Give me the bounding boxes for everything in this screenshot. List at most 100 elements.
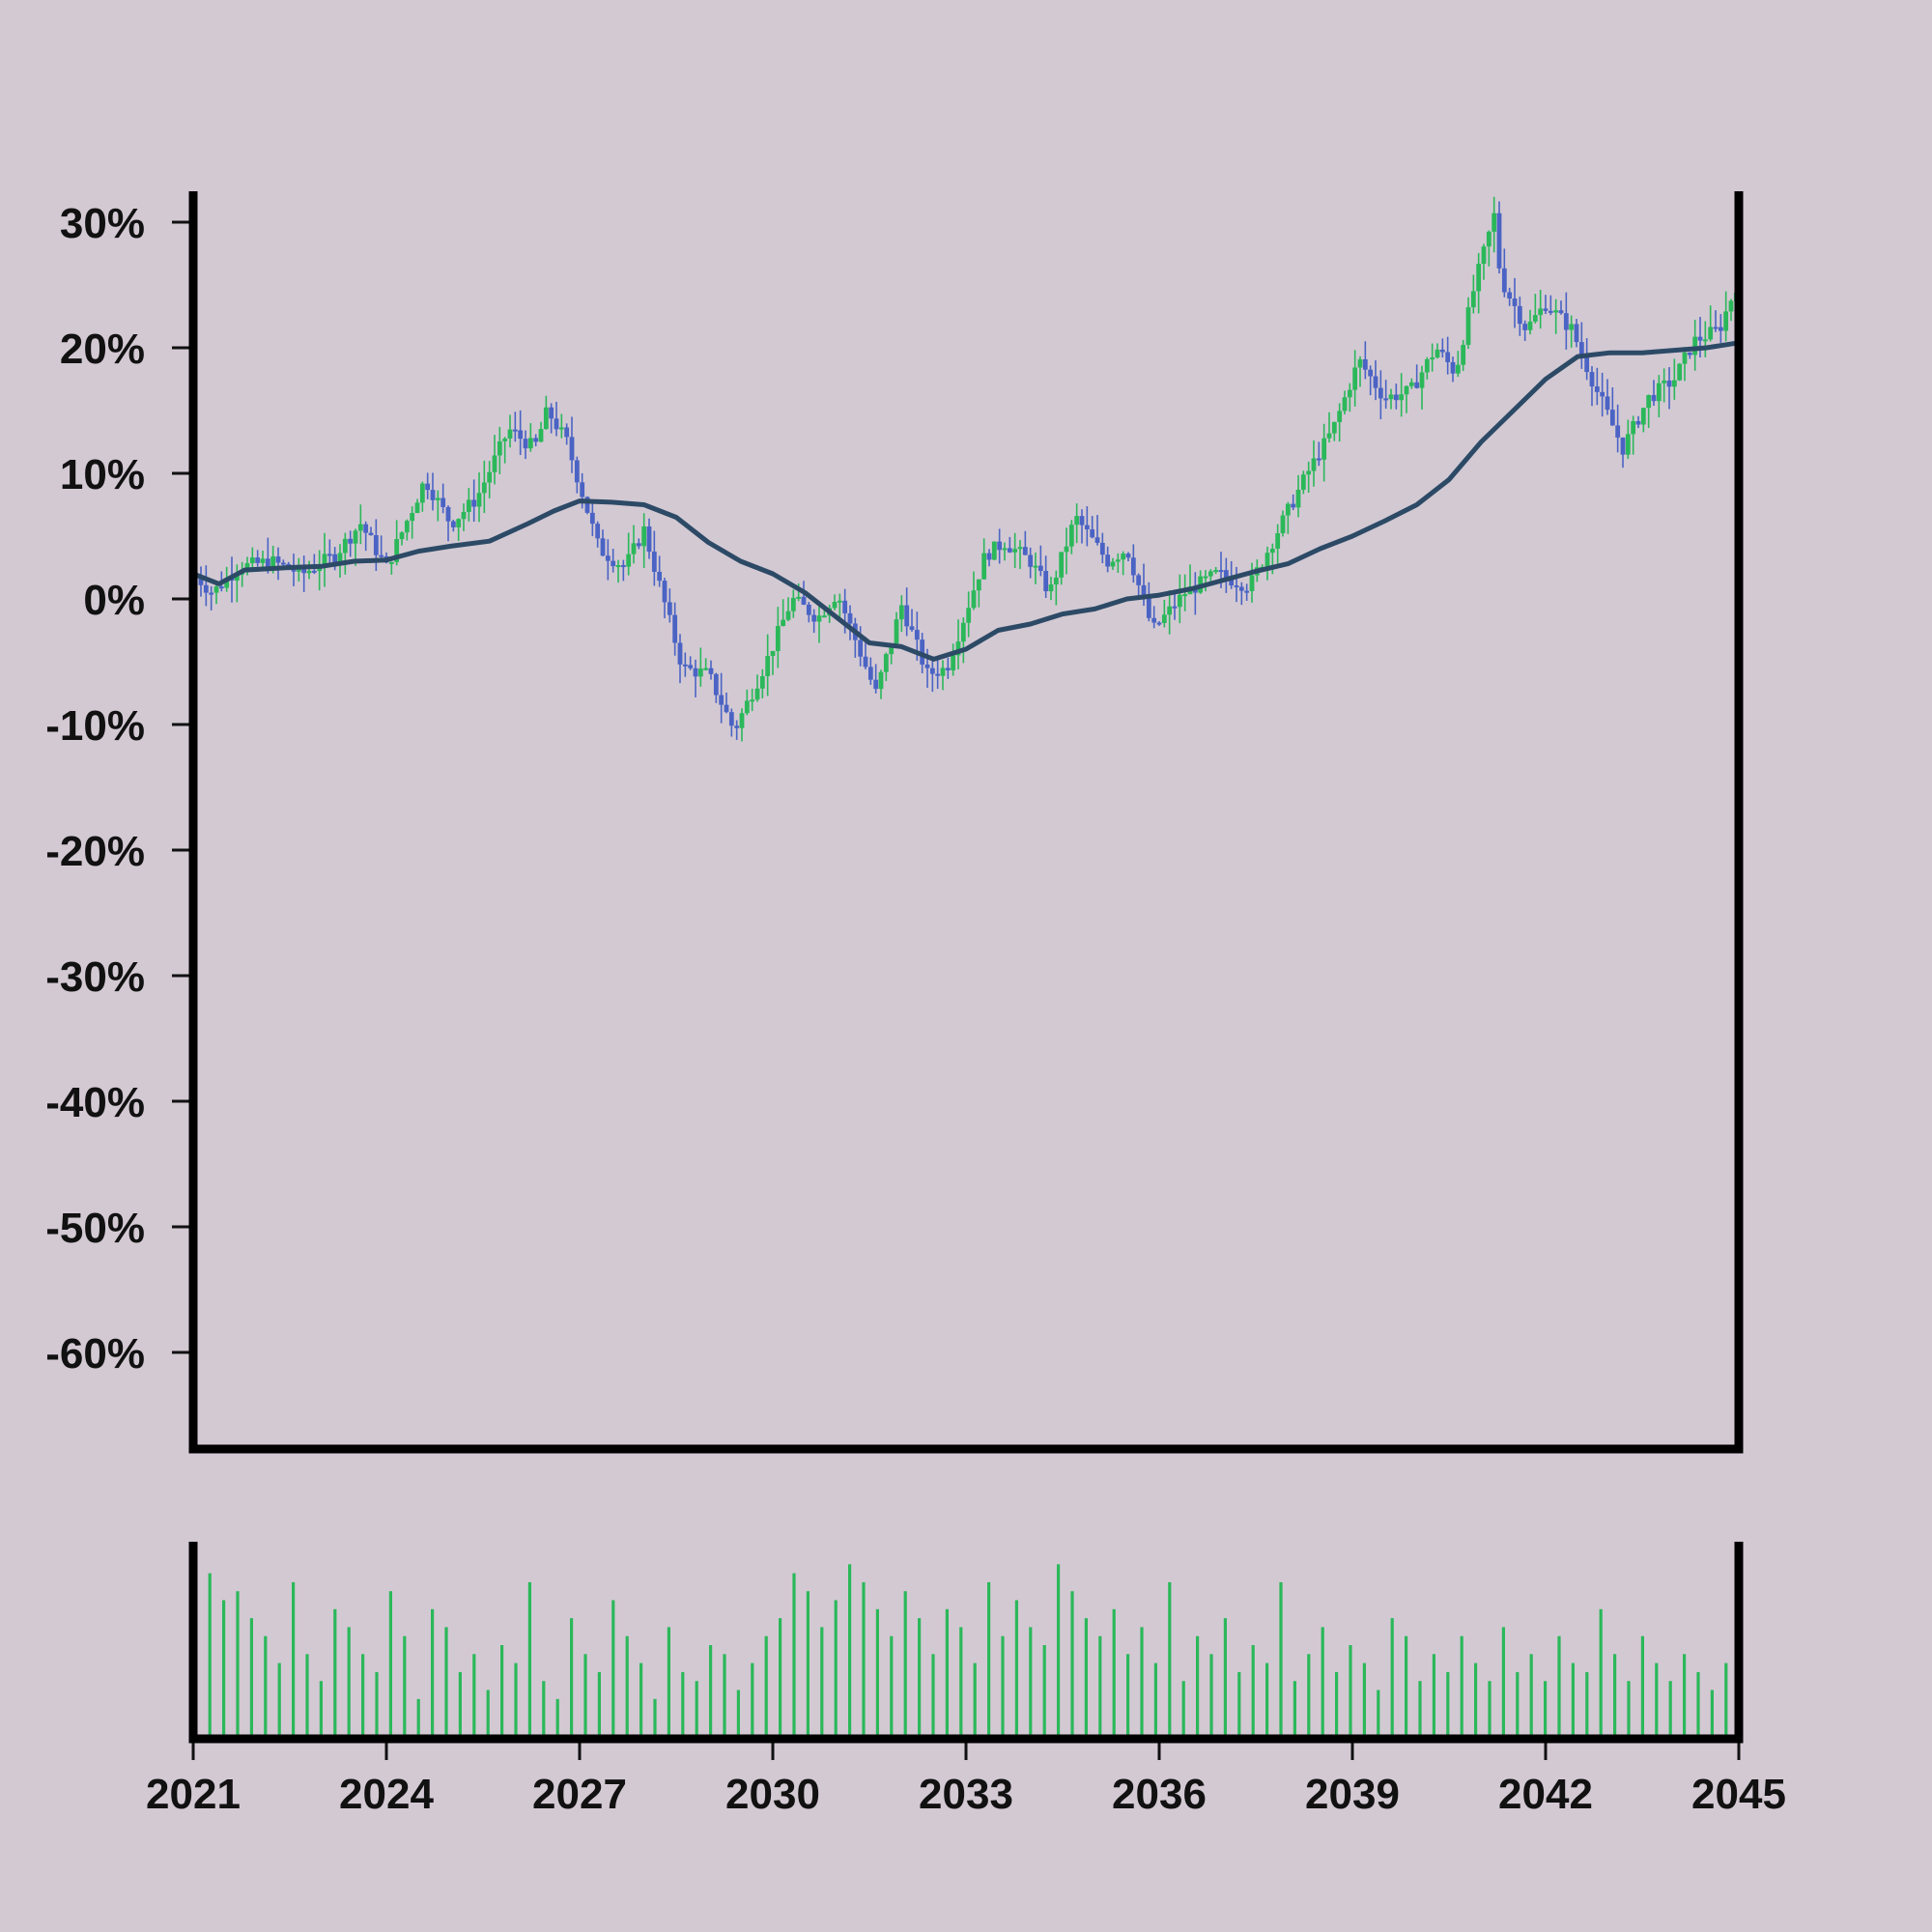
candle-body	[1007, 548, 1012, 553]
volume-bar	[236, 1591, 240, 1735]
candle-body	[811, 614, 817, 622]
candle-body	[1496, 213, 1502, 269]
candle-body	[951, 655, 956, 670]
volume-bar	[973, 1662, 977, 1735]
candle-body	[523, 439, 528, 449]
candle-body	[1079, 516, 1085, 526]
candle-body	[1620, 437, 1626, 455]
candle-body	[558, 427, 564, 430]
volume-bar	[1571, 1662, 1575, 1735]
volume-bar	[1362, 1662, 1366, 1735]
candle-body	[713, 673, 719, 696]
candle-body	[739, 713, 745, 728]
volume-bar	[1668, 1681, 1672, 1735]
candle-body	[1439, 349, 1445, 353]
candle-body	[863, 656, 868, 668]
candle-body	[1275, 533, 1281, 549]
candle-body	[1249, 575, 1255, 591]
volume-bar	[527, 1581, 531, 1735]
volume-bar	[277, 1662, 281, 1735]
candle-body	[595, 524, 601, 539]
candle-body	[1631, 420, 1636, 435]
candle-body	[306, 570, 312, 574]
price-panel-frame	[188, 191, 1744, 1454]
candle-body	[1115, 559, 1121, 562]
volume-bar	[319, 1681, 323, 1735]
candle-body	[1600, 391, 1605, 397]
candle-body	[1337, 411, 1343, 422]
volume-bar	[779, 1618, 782, 1735]
volume-bar	[1585, 1671, 1589, 1735]
candle-body	[1342, 397, 1348, 412]
candle-body	[821, 615, 827, 618]
candle-body	[260, 558, 266, 563]
candle-body	[976, 579, 981, 591]
candle-body	[929, 668, 935, 674]
candle-body	[1507, 292, 1513, 299]
candle-body	[1399, 394, 1405, 401]
candle-body	[1383, 398, 1389, 401]
candle-body	[1718, 327, 1723, 331]
volume-bar	[1349, 1645, 1352, 1735]
candle-body	[1605, 396, 1610, 411]
volume-bar	[514, 1662, 518, 1735]
candle-body	[1527, 321, 1533, 330]
candle-body	[497, 440, 502, 456]
candle-body	[213, 586, 219, 593]
candle-body	[883, 654, 889, 672]
y-tick-label: 0%	[83, 577, 145, 624]
candle-body	[1218, 570, 1224, 573]
candle-body	[543, 407, 549, 430]
candle-body	[399, 532, 405, 540]
candle-body	[353, 530, 358, 544]
candle-body	[1053, 577, 1059, 584]
candle-body	[538, 429, 544, 442]
volume-bar	[1335, 1671, 1339, 1735]
volume-bar	[1223, 1618, 1227, 1735]
candle-body	[1692, 336, 1698, 355]
candle-body	[291, 569, 297, 572]
candle-body	[708, 668, 714, 674]
candle-body	[471, 499, 477, 507]
volume-bar	[1168, 1581, 1172, 1735]
candle-body	[832, 602, 838, 609]
volume-bar	[820, 1627, 824, 1735]
volume-bar	[918, 1618, 922, 1735]
candle-body	[404, 521, 410, 533]
volume-panel-frame	[188, 1542, 1744, 1744]
volume-bar	[736, 1690, 740, 1735]
y-tick-label: 30%	[60, 200, 145, 247]
candle-body	[1357, 358, 1363, 368]
volume-bar	[1599, 1608, 1603, 1735]
volume-bar	[806, 1591, 810, 1735]
candle-body	[1522, 324, 1528, 330]
candle-body	[430, 490, 436, 500]
volume-bar	[1655, 1662, 1659, 1735]
x-tick-label: 2039	[1305, 1771, 1400, 1818]
x-tick-label: 2033	[919, 1771, 1013, 1818]
candle-body	[688, 665, 694, 668]
candle-body	[1558, 310, 1564, 314]
candle-body	[1671, 380, 1677, 387]
volume-bar	[1405, 1635, 1408, 1735]
x-tick-label: 2024	[339, 1771, 434, 1818]
volume-bar	[1181, 1681, 1185, 1735]
volume-bar	[416, 1698, 420, 1735]
candle-body	[1543, 308, 1548, 311]
candle-body	[1461, 344, 1466, 365]
candle-body	[1635, 420, 1641, 425]
candle-body	[1424, 358, 1430, 373]
candle-body	[615, 565, 621, 568]
candle-body	[1043, 571, 1049, 592]
candle-body	[966, 608, 972, 623]
volume-bar	[1683, 1654, 1687, 1735]
candle-body	[693, 668, 698, 677]
volume-bar	[1640, 1635, 1644, 1735]
volume-bar	[1126, 1654, 1130, 1735]
candle-body	[322, 554, 327, 568]
candle-body	[1430, 357, 1435, 360]
volume-bar	[1029, 1627, 1033, 1735]
volume-bar	[959, 1627, 963, 1735]
candle-body	[1182, 594, 1188, 597]
candle-body	[904, 605, 910, 627]
